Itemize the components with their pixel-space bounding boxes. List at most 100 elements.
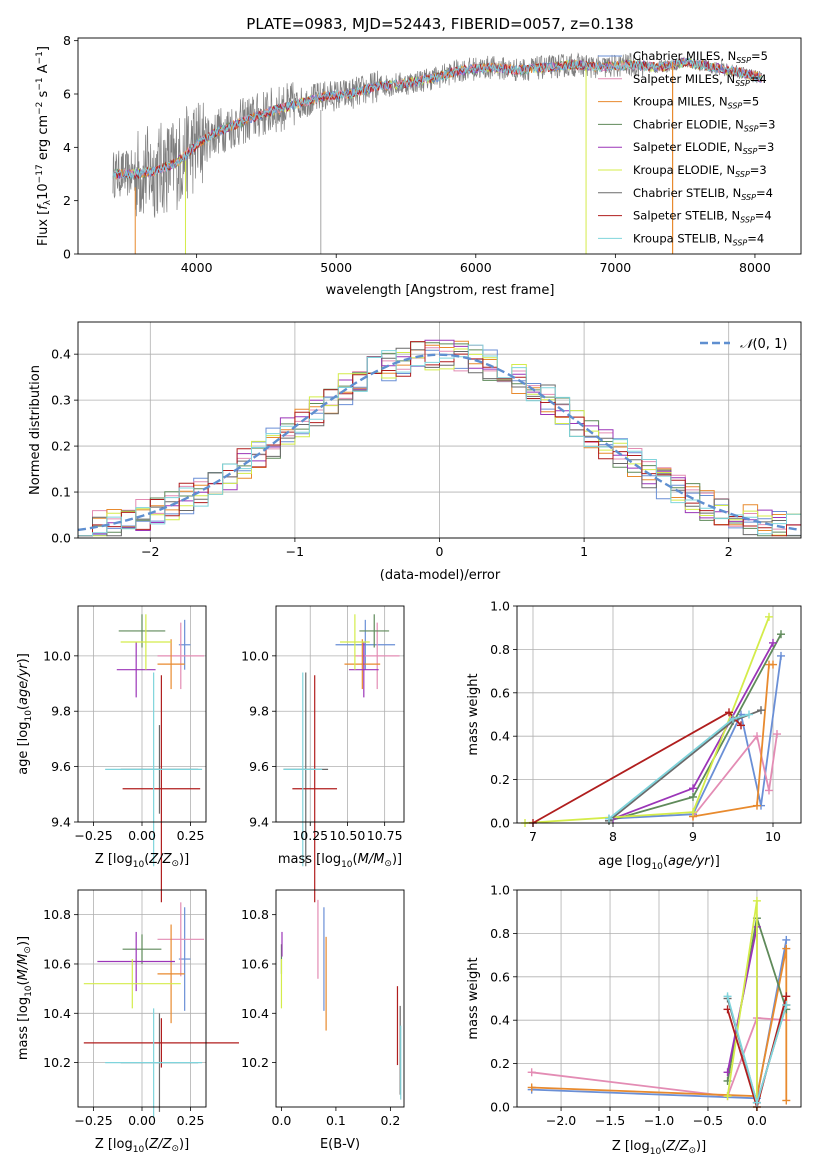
- panel-age_vs_mass: 10.25 10.50 10.75 9.4 9.6 9.8 10.0 mass [log10(…: [241, 605, 405, 903]
- y-axis-label: age [log10(age/yr)]: [16, 653, 34, 775]
- x-tick-label: 10.75: [367, 828, 403, 843]
- plot-area-weight_vs_age: [521, 612, 785, 827]
- histogram-kroupa-miles: [78, 340, 801, 537]
- x-tick-label: 0.1: [326, 1113, 346, 1128]
- y-tick-label: 10.2: [43, 1055, 71, 1070]
- y-tick-label: 10.6: [43, 956, 71, 971]
- y-tick-label: 0.0: [490, 816, 510, 831]
- y-tick-label: 10.6: [241, 956, 269, 971]
- legend-label: Chabrier ELODIE, NSSP=3: [633, 117, 775, 133]
- axes-frame: [77, 321, 802, 539]
- y-tick-label: 10.0: [241, 648, 269, 663]
- y-tick-label: 10.0: [43, 648, 71, 663]
- y-axis-label: mass weight: [466, 957, 481, 1039]
- weight-line: [608, 709, 762, 822]
- y-tick-label: 0.4: [490, 1013, 510, 1028]
- x-tick-label: 0.25: [177, 828, 205, 843]
- x-tick-label: 10.25: [292, 828, 328, 843]
- y-tick-label: 0.8: [490, 926, 510, 941]
- x-tick-label: 8000: [739, 260, 771, 275]
- x-tick-label: 5000: [320, 260, 352, 275]
- y-tick-label: 9.4: [51, 815, 71, 830]
- axes-frame: [516, 889, 802, 1108]
- y-tick-label: 1.0: [490, 599, 510, 614]
- y-tick-label: 0.4: [490, 729, 510, 744]
- x-axis-label: E(B-V): [320, 1137, 360, 1152]
- x-tick-label: 10.50: [330, 828, 366, 843]
- x-tick-label: −0.25: [74, 1113, 112, 1128]
- y-tick-label: 10.4: [43, 1006, 71, 1021]
- y-tick-label: 9.4: [249, 815, 269, 830]
- plot-area-mass_vs_EBV: [280, 899, 402, 1100]
- weight-line: [531, 948, 788, 1101]
- x-tick-label: −0.5: [693, 1113, 723, 1128]
- plot-area-spectrum: [112, 52, 763, 254]
- y-tick-label: 1.0: [490, 883, 510, 898]
- legend-label: Kroupa STELIB, NSSP=4: [633, 231, 764, 247]
- y-tick-label: 0.1: [51, 485, 71, 500]
- model-line-kroupa-stelib: [112, 57, 762, 180]
- y-axis-label: mass [log10(M/M⊙)]: [16, 936, 34, 1060]
- y-tick-label: 0.6: [490, 969, 510, 984]
- legend-label: Salpeter MILES, NSSP=4: [633, 72, 767, 88]
- y-tick-label: 0.8: [490, 642, 510, 657]
- axes-frame: [516, 605, 802, 824]
- y-tick-label: 2: [63, 193, 71, 208]
- histogram-salpeter-miles: [78, 344, 801, 537]
- x-tick-label: 6000: [460, 260, 492, 275]
- x-tick-label: 2: [725, 544, 733, 559]
- axes-frame: [77, 37, 802, 255]
- y-tick-label: 9.8: [249, 704, 269, 719]
- x-tick-label: −0.25: [74, 828, 112, 843]
- y-tick-label: 0.6: [490, 685, 510, 700]
- x-tick-label: −2: [141, 544, 159, 559]
- y-tick-label: 9.8: [51, 704, 71, 719]
- y-tick-label: 0: [63, 247, 71, 262]
- legend-label: Chabrier STELIB, NSSP=4: [633, 186, 773, 202]
- x-tick-label: −1.5: [595, 1113, 625, 1128]
- weight-line: [608, 633, 782, 822]
- y-tick-label: 0.2: [490, 772, 510, 787]
- y-tick-label: 4: [63, 140, 71, 155]
- axes-frame: [275, 889, 405, 1108]
- y-tick-label: 10.2: [241, 1055, 269, 1070]
- plot-area-weight_vs_Z: [527, 896, 791, 1111]
- panel-spectrum: 4000 5000 6000 7000 8000 0 2 4 6 8 wavelength [Ang…: [35, 33, 802, 298]
- panel-age_vs_Z: −0.25 0.00 0.25 9.4 9.6 9.8 10.0 Z [log10(Z/Z⊙)…: [16, 605, 207, 903]
- plot-area-mass_vs_Z: [83, 902, 239, 1117]
- histogram-chabrier-miles: [78, 349, 801, 537]
- panel-residuals: −2 −1 0 1 2 0.0 0.1 0.2 0.3 0.4 (data-model)/error…: [28, 321, 802, 583]
- panel-weight_vs_age: 7 8 9 10 0.0 0.2 0.4 0.6 0.8 1.0 age [log10(age/yr…: [466, 599, 802, 872]
- x-tick-label: 7: [529, 829, 537, 844]
- x-tick-label: −1.0: [644, 1113, 674, 1128]
- x-tick-label: 4000: [181, 260, 213, 275]
- x-tick-label: 0.00: [128, 828, 156, 843]
- x-tick-label: 8: [609, 829, 617, 844]
- x-tick-label: 9: [689, 829, 697, 844]
- x-axis-label: wavelength [Angstrom, rest frame]: [326, 283, 555, 298]
- y-tick-label: 10.8: [241, 907, 269, 922]
- histogram-kroupa-stelib: [78, 344, 801, 537]
- x-axis-label: Z [log10(Z/Z⊙)]: [95, 1137, 189, 1155]
- x-tick-label: 10: [765, 829, 781, 844]
- axes-frame: [77, 889, 207, 1108]
- panel-weight_vs_Z: −2.0 −1.5 −1.0 −0.5 0.0 0.0 0.2 0.4 0.6 0.8 1.0 Z […: [466, 883, 802, 1157]
- x-tick-label: 0.0: [272, 1113, 292, 1128]
- x-tick-label: −2.0: [546, 1113, 576, 1128]
- weight-line: [692, 733, 778, 818]
- weight-line: [726, 900, 758, 1107]
- x-tick-label: 0.0: [747, 1113, 767, 1128]
- x-tick-label: 0.25: [177, 1113, 205, 1128]
- legend-label: Chabrier MILES, NSSP=5: [633, 49, 768, 65]
- y-tick-label: 10.8: [43, 907, 71, 922]
- plot-area-age_vs_mass: [283, 614, 400, 903]
- y-tick-label: 0.2: [490, 1056, 510, 1071]
- y-tick-label: 9.6: [51, 759, 71, 774]
- y-tick-label: 10.4: [241, 1006, 269, 1021]
- panel-mass_vs_Z: −0.25 0.00 0.25 10.2 10.4 10.6 10.8 Z [log10(Z/…: [16, 889, 239, 1155]
- legend-label: Salpeter ELODIE, NSSP=3: [633, 140, 774, 156]
- x-axis-label: Z [log10(Z/Z⊙)]: [612, 1139, 706, 1157]
- histogram-salpeter-stelib: [78, 341, 801, 537]
- plot-area-residuals: [77, 339, 802, 537]
